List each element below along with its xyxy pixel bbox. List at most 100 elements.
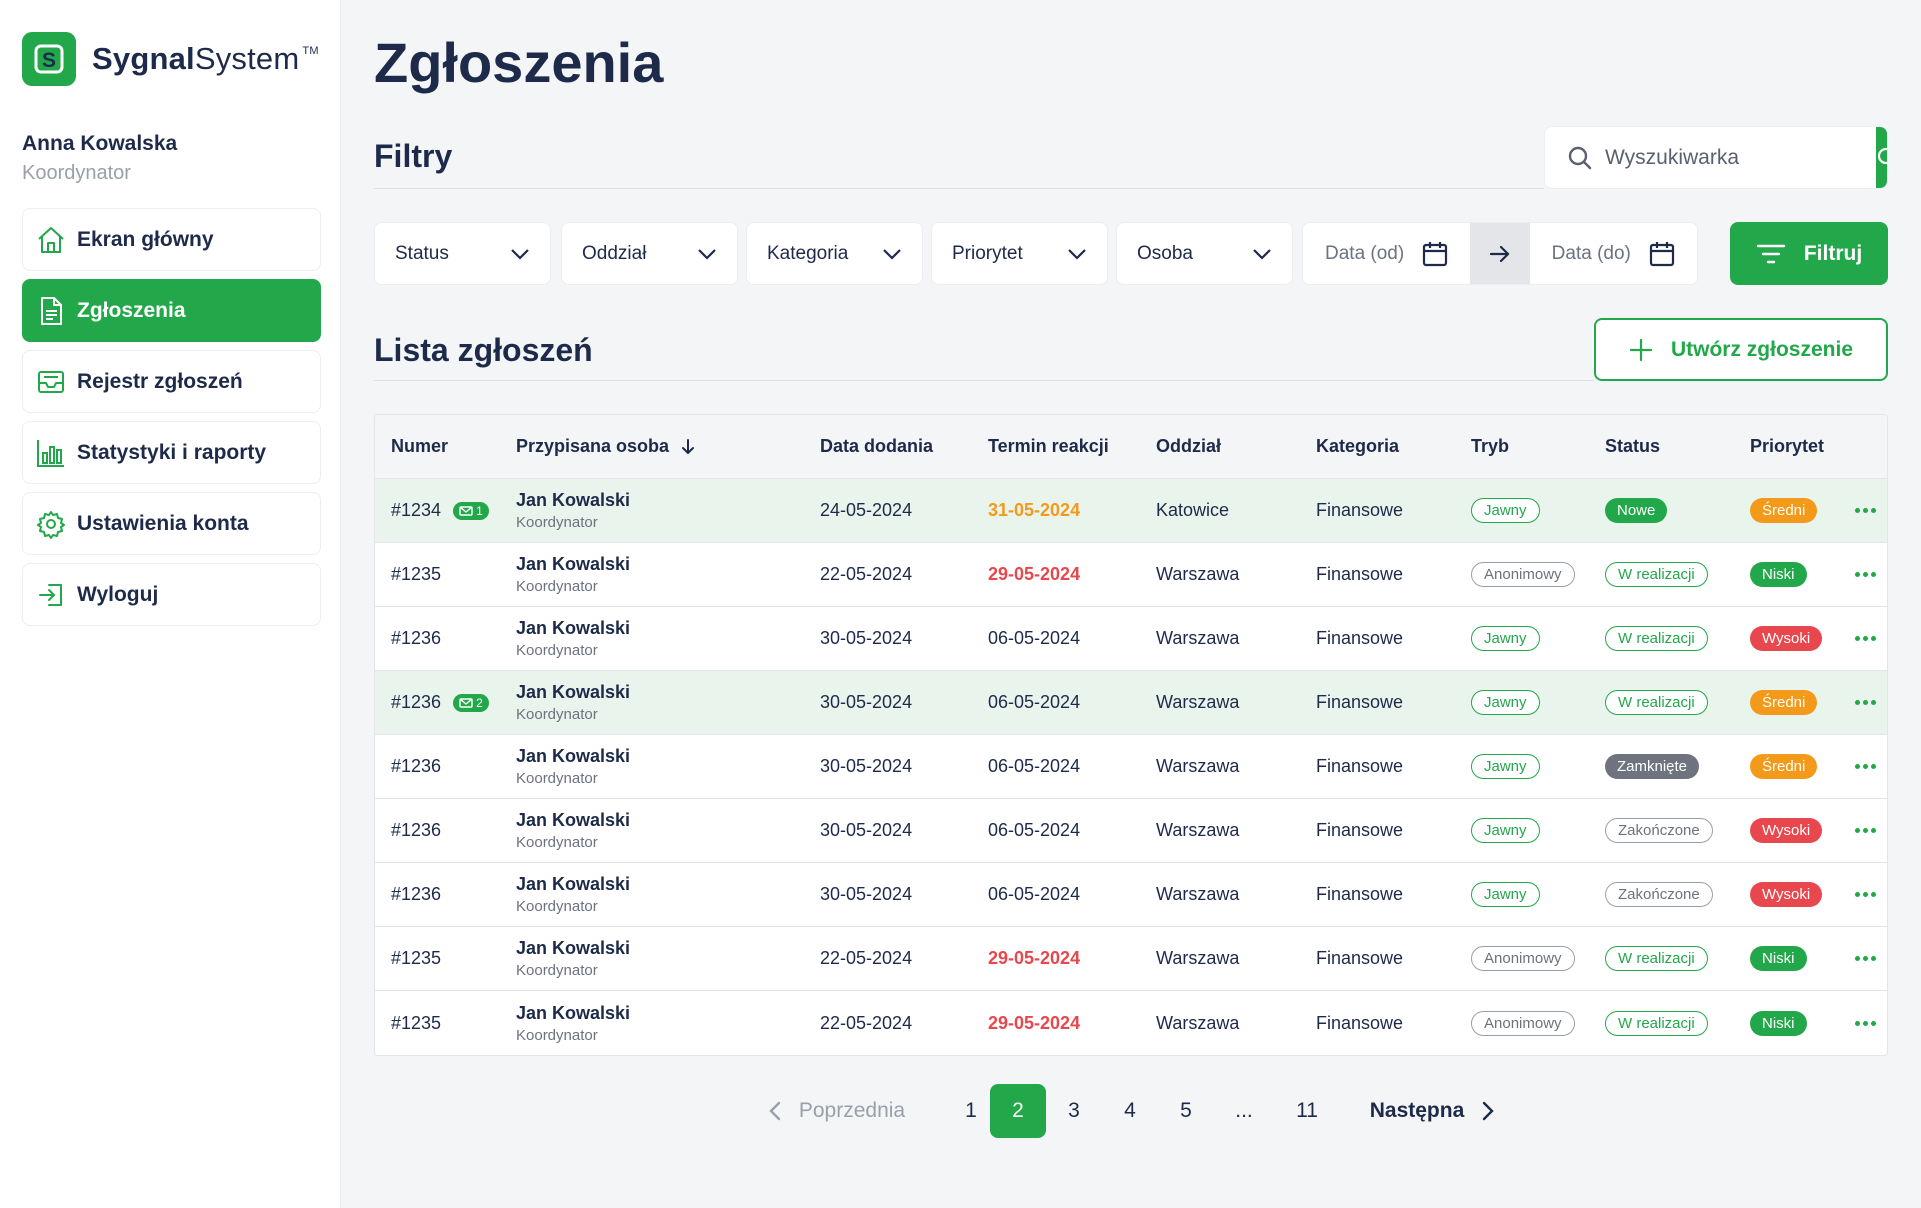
row-branch: Warszawa bbox=[1156, 628, 1240, 648]
list-divider bbox=[374, 380, 1594, 381]
create-report-button[interactable]: Utwórz zgłoszenie bbox=[1594, 318, 1888, 381]
mode-badge: Jawny bbox=[1471, 754, 1540, 779]
row-more-menu[interactable] bbox=[1855, 543, 1876, 606]
person-name: Jan Kowalski bbox=[516, 618, 631, 638]
sidebar-item-reports[interactable]: Zgłoszenia bbox=[22, 279, 321, 342]
sidebar-item-statistics[interactable]: Statystyki i raporty bbox=[22, 421, 321, 484]
row-number-text: #1236 bbox=[391, 820, 442, 840]
table-row[interactable]: #1235 Jan Kowalski Koordynator 22-05-2024 29… bbox=[375, 991, 1887, 1055]
row-category: Finansowe bbox=[1316, 564, 1404, 584]
status-badge: W realizacji bbox=[1605, 1010, 1708, 1036]
row-more-menu[interactable] bbox=[1855, 991, 1876, 1055]
priority-filter-select[interactable]: Priorytet bbox=[931, 222, 1108, 285]
row-number-text: #1236 bbox=[391, 692, 442, 712]
row-mode: Anonimowy bbox=[1471, 927, 1575, 990]
table-row[interactable]: #1235 Jan Kowalski Koordynator 22-05-2024 29… bbox=[375, 927, 1887, 991]
row-status: Zamknięte bbox=[1605, 735, 1700, 798]
search-button[interactable] bbox=[1876, 127, 1887, 188]
row-number-text: #1235 bbox=[391, 1012, 442, 1033]
calendar-icon bbox=[1423, 241, 1448, 266]
more-dots-icon bbox=[1855, 508, 1876, 513]
col-assigned-label: Przypisana osoba bbox=[516, 436, 670, 456]
row-number: #1234 1 bbox=[391, 479, 489, 542]
next-page-button[interactable]: Następna bbox=[1359, 1084, 1505, 1138]
search-input[interactable] bbox=[1593, 127, 1876, 188]
col-added[interactable]: Data dodania bbox=[820, 436, 934, 456]
row-assigned-person: Jan Kowalski Koordynator bbox=[516, 991, 630, 1055]
status-badge: W realizacji bbox=[1605, 562, 1708, 587]
col-category[interactable]: Kategoria bbox=[1316, 436, 1400, 456]
col-deadline[interactable]: Termin reakcji bbox=[988, 436, 1109, 456]
col-mode[interactable]: Tryb bbox=[1471, 436, 1510, 456]
user-role: Koordynator bbox=[22, 162, 131, 184]
envelope-icon bbox=[459, 697, 473, 708]
row-more-menu[interactable] bbox=[1855, 863, 1876, 926]
person-name: Jan Kowalski bbox=[516, 810, 631, 830]
row-status: W realizacji bbox=[1605, 543, 1708, 606]
row-status: W realizacji bbox=[1605, 607, 1708, 670]
brand-logo[interactable]: S SygnalSystem TM bbox=[22, 32, 319, 86]
chevron-down-icon bbox=[698, 248, 716, 260]
priority-badge: Wysoki bbox=[1750, 882, 1823, 907]
sidebar-item-home[interactable]: Ekran główny bbox=[22, 208, 321, 271]
row-category: Finansowe bbox=[1316, 884, 1404, 904]
col-status[interactable]: Status bbox=[1605, 436, 1661, 456]
branch-filter-select[interactable]: Oddział bbox=[561, 222, 738, 285]
row-more-menu[interactable] bbox=[1855, 607, 1876, 670]
date-from-field[interactable]: Data (od) bbox=[1303, 223, 1470, 284]
page-2-button[interactable]: 2 bbox=[990, 1084, 1046, 1138]
col-priority[interactable]: Priorytet bbox=[1750, 436, 1825, 456]
chevron-left-icon bbox=[769, 1101, 781, 1121]
row-more-menu[interactable] bbox=[1855, 671, 1876, 734]
page-11-button[interactable]: 11 bbox=[1296, 1099, 1318, 1122]
next-page-label: Następna bbox=[1369, 1099, 1465, 1122]
table-row[interactable]: #1236 Jan Kowalski Koordynator 30-05-2024 06… bbox=[375, 799, 1887, 863]
create-button-label: Utwórz zgłoszenie bbox=[1670, 337, 1854, 361]
col-branch[interactable]: Oddział bbox=[1156, 436, 1222, 456]
category-filter-select[interactable]: Kategoria bbox=[746, 222, 923, 285]
arrow-right-icon bbox=[1470, 223, 1530, 284]
message-count-badge[interactable]: 2 bbox=[453, 693, 489, 712]
sidebar-item-registry[interactable]: Rejestr zgłoszeń bbox=[22, 350, 321, 413]
col-number[interactable]: Numer bbox=[391, 436, 449, 456]
page-1-button[interactable]: 1 bbox=[965, 1099, 977, 1122]
table-row[interactable]: #1235 Jan Kowalski Koordynator 22-05-2024 29… bbox=[375, 543, 1887, 607]
row-priority: Niski bbox=[1750, 927, 1807, 990]
more-dots-icon bbox=[1855, 892, 1876, 897]
prev-page-label: Poprzednia bbox=[798, 1099, 906, 1122]
person-role: Koordynator bbox=[516, 1026, 598, 1044]
row-branch: Warszawa bbox=[1156, 1012, 1240, 1033]
message-count: 2 bbox=[476, 695, 483, 710]
row-more-menu[interactable] bbox=[1855, 479, 1876, 542]
sidebar-item-settings[interactable]: Ustawienia konta bbox=[22, 492, 321, 555]
filter-button-label: Filtruj bbox=[1803, 241, 1863, 265]
col-assigned[interactable]: Przypisana osoba bbox=[516, 415, 695, 478]
sidebar-item-logout[interactable]: Wyloguj bbox=[22, 563, 321, 626]
row-more-menu[interactable] bbox=[1855, 927, 1876, 990]
row-assigned-person: Jan Kowalski Koordynator bbox=[516, 799, 630, 862]
home-icon bbox=[35, 224, 67, 256]
table-row[interactable]: #1234 1 Jan Kowalski Koordynator 24-05-2024 3… bbox=[375, 479, 1887, 543]
person-role: Koordynator bbox=[516, 898, 598, 915]
row-more-menu[interactable] bbox=[1855, 735, 1876, 798]
table-row[interactable]: #1236 Jan Kowalski Koordynator 30-05-2024 06… bbox=[375, 607, 1887, 671]
message-count-badge[interactable]: 1 bbox=[453, 501, 489, 520]
row-more-menu[interactable] bbox=[1855, 799, 1876, 862]
person-filter-select[interactable]: Osoba bbox=[1116, 222, 1293, 285]
table-row[interactable]: #1236 2 Jan Kowalski Koordynator 30-05-2024 0… bbox=[375, 671, 1887, 735]
filter-button[interactable]: Filtruj bbox=[1730, 222, 1888, 285]
list-title: Lista zgłoszeń bbox=[374, 332, 593, 368]
page-5-button[interactable]: 5 bbox=[1180, 1099, 1192, 1122]
page-4-button[interactable]: 4 bbox=[1124, 1099, 1136, 1122]
row-branch: Warszawa bbox=[1156, 564, 1240, 584]
status-filter-select[interactable]: Status bbox=[374, 222, 551, 285]
prev-page-button[interactable]: Poprzednia bbox=[762, 1084, 912, 1138]
date-to-field[interactable]: Data (do) bbox=[1530, 223, 1697, 284]
table-header: Numer Przypisana osoba Data dodania Term… bbox=[375, 415, 1887, 479]
status-badge: W realizacji bbox=[1605, 946, 1708, 971]
page-3-button[interactable]: 3 bbox=[1068, 1099, 1080, 1122]
table-row[interactable]: #1236 Jan Kowalski Koordynator 30-05-2024 06… bbox=[375, 735, 1887, 799]
table-row[interactable]: #1236 Jan Kowalski Koordynator 30-05-2024 06… bbox=[375, 863, 1887, 927]
person-role: Koordynator bbox=[516, 834, 598, 851]
row-branch: Warszawa bbox=[1156, 820, 1240, 840]
